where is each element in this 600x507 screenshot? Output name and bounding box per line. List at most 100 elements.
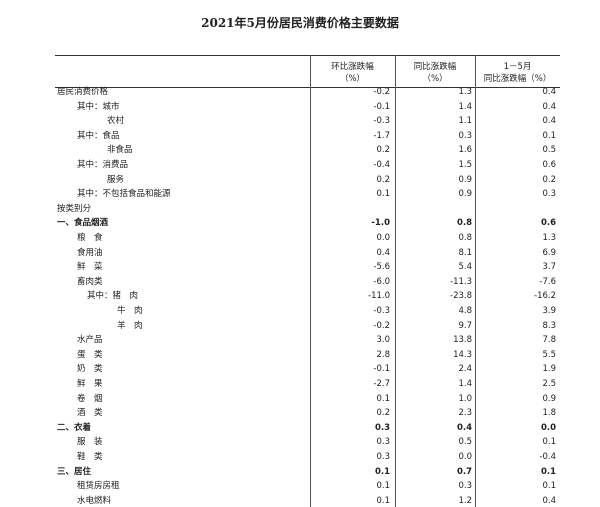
row-label: 其中：不包括食品和能源	[77, 189, 171, 200]
cell-value: -0.1	[373, 101, 390, 112]
row-label: 一、食品烟酒	[57, 218, 109, 229]
row-label: 其中：食品	[77, 130, 120, 141]
cell-value: 0.9	[458, 189, 472, 200]
cell-value: 0.6	[540, 218, 556, 229]
row-label: 蛋 类	[77, 349, 103, 360]
cell-value: 0.4	[376, 247, 390, 258]
cell-value: -6.0	[373, 276, 390, 287]
cell-value: 0.4	[456, 422, 472, 433]
cell-value: -5.6	[373, 262, 390, 273]
column-header: （%）	[339, 74, 366, 84]
cell-value: 3.9	[542, 306, 556, 316]
cell-value: 13.8	[453, 335, 472, 346]
cell-value: 0.6	[542, 160, 556, 170]
rule	[395, 55, 396, 507]
column-header: 同比涨跌幅	[413, 62, 457, 72]
cell-value: 2.8	[376, 349, 390, 360]
cell-value: 0.1	[540, 466, 556, 477]
row-label: 租赁房房租	[77, 481, 120, 492]
cell-value: -11.0	[368, 291, 390, 302]
cell-value: 0.1	[542, 481, 556, 492]
cell-value: 2.5	[542, 379, 556, 389]
rule	[55, 55, 560, 56]
cell-value: 4.8	[458, 306, 472, 316]
cell-value: 5.4	[458, 262, 472, 273]
row-label: 三、居住	[57, 466, 92, 477]
row-label: 其中：猪 肉	[87, 291, 139, 302]
column-header: （%）	[422, 74, 448, 84]
cell-value: 0.1	[374, 466, 390, 477]
cell-value: 1.1	[458, 116, 472, 127]
column-header: 同比涨跌幅（%）	[483, 74, 552, 84]
row-label: 牛 肉	[117, 306, 143, 316]
cell-value: 2.4	[458, 364, 472, 375]
cell-value: 8.3	[542, 320, 556, 331]
column-header: 1－5月	[503, 62, 532, 72]
cell-value: 1.2	[458, 495, 472, 506]
cell-value: 0.0	[458, 452, 472, 462]
cell-value: 2.3	[458, 408, 472, 419]
cell-value: -0.2	[373, 320, 390, 331]
cell-value: 0.0	[376, 233, 390, 243]
row-label: 畜肉类	[77, 276, 103, 287]
cell-value: -0.4	[373, 160, 390, 170]
cell-value: -0.4	[539, 452, 556, 462]
cell-value: 1.9	[542, 364, 556, 375]
cell-value: 0.3	[376, 452, 390, 462]
cell-value: 0.2	[376, 408, 390, 419]
cell-value: 3.7	[542, 262, 556, 273]
cell-value: 0.9	[458, 174, 472, 185]
cell-value: -2.7	[373, 379, 390, 389]
cell-value: -23.8	[450, 291, 472, 302]
row-label: 羊 肉	[117, 320, 143, 331]
row-label: 奶 类	[77, 364, 103, 375]
cell-value: 0.9	[542, 393, 556, 404]
row-label: 卷 烟	[77, 393, 103, 404]
cell-value: 0.1	[542, 130, 556, 141]
cell-value: -1.7	[373, 130, 390, 141]
cell-value: 5.5	[542, 349, 556, 360]
cell-value: -0.3	[373, 116, 390, 127]
column-header: 环比涨跌幅	[331, 62, 374, 72]
cell-value: 0.4	[542, 101, 556, 112]
cell-value: 0.4	[542, 87, 556, 97]
cell-value: 1.4	[458, 379, 472, 389]
cell-value: 8.1	[458, 247, 472, 258]
cell-value: 0.5	[542, 145, 556, 156]
cell-value: 1.4	[458, 101, 472, 112]
cell-value: -1.0	[371, 218, 390, 229]
cell-value: 1.6	[458, 145, 472, 156]
cell-value: 0.8	[458, 233, 472, 243]
cell-value: 0.1	[376, 481, 390, 492]
cell-value: 0.1	[542, 437, 556, 448]
cell-value: 0.1	[376, 495, 390, 506]
cell-value: 1.3	[542, 233, 556, 243]
row-label: 二、衣着	[57, 422, 92, 433]
row-label: 居民消费价格	[57, 87, 109, 97]
cell-value: 1.5	[458, 160, 472, 170]
row-label: 鲜 果	[77, 379, 103, 389]
cell-value: 0.5	[458, 437, 472, 448]
cell-value: 0.3	[374, 422, 390, 433]
cell-value: 0.1	[376, 189, 390, 200]
row-label: 农村	[107, 116, 125, 127]
row-label: 服务	[107, 174, 125, 185]
row-label: 水产品	[77, 335, 103, 346]
cell-value: 0.3	[542, 189, 556, 200]
cell-value: -0.3	[373, 306, 390, 316]
cell-value: 0.4	[542, 116, 556, 127]
cell-value: -0.2	[373, 87, 390, 97]
row-label: 鲜 菜	[77, 262, 103, 273]
cell-value: -11.3	[450, 276, 472, 287]
cell-value: 1.8	[542, 408, 556, 419]
row-label: 其中：城市	[77, 101, 120, 112]
cell-value: 0.3	[458, 130, 472, 141]
row-label: 非食品	[107, 145, 133, 156]
cell-value: 14.3	[453, 349, 472, 360]
cell-value: 3.0	[376, 335, 390, 346]
cell-value: -16.2	[534, 291, 556, 302]
cell-value: 0.3	[458, 481, 472, 492]
row-label: 鞋 类	[77, 452, 103, 462]
cell-value: 0.7	[456, 466, 472, 477]
